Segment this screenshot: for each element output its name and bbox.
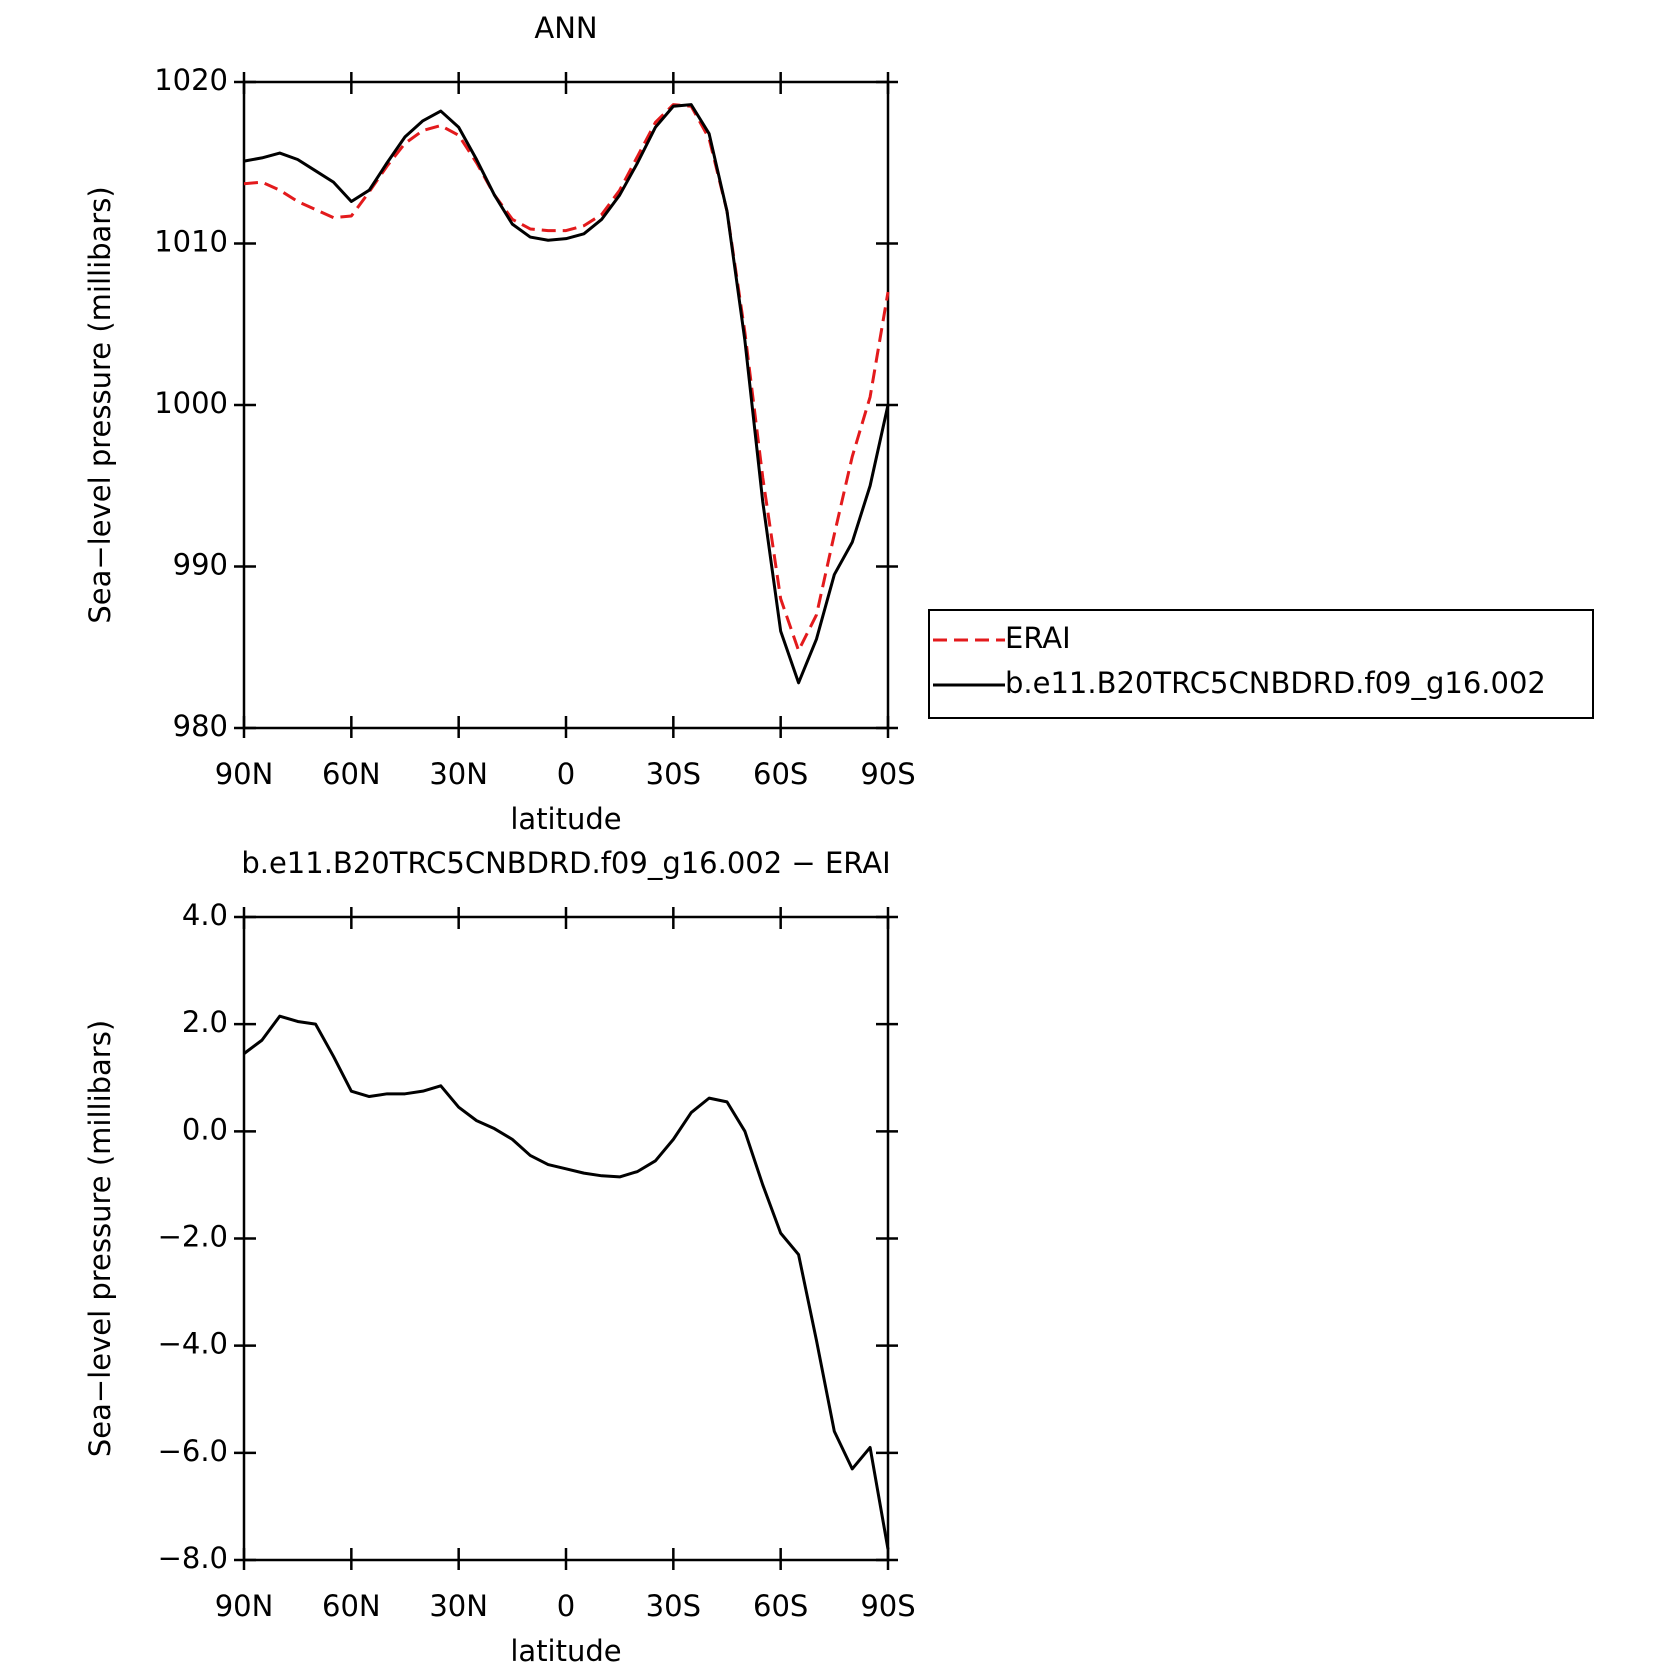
x-tick-label: 0: [557, 1589, 575, 1623]
y-tick-label: 980: [173, 709, 228, 743]
series-line: [243, 103, 890, 685]
y-tick-label: −2.0: [158, 1220, 228, 1254]
x-tick-label: 60N: [322, 757, 381, 791]
y-tick-label: 990: [173, 548, 228, 582]
x-tick-label: 30N: [429, 757, 488, 791]
x-tick-label: 90S: [860, 757, 915, 791]
y-axis-label: Sea−level pressure (millibars): [83, 1020, 117, 1457]
x-tick-label: 90S: [860, 1589, 915, 1623]
y-tick-label: 0.0: [182, 1112, 228, 1146]
y-tick-label: 1020: [154, 63, 228, 97]
x-axis-label: latitude: [510, 1634, 621, 1668]
x-tick-label: 0: [557, 757, 575, 791]
x-axis-label: latitude: [510, 802, 621, 836]
chart-title: b.e11.B20TRC5CNBDRD.f09_g16.002 − ERAI: [241, 846, 890, 880]
x-tick-label: 60N: [322, 1589, 381, 1623]
legend-label: b.e11.B20TRC5CNBDRD.f09_g16.002: [1005, 666, 1546, 700]
y-tick-label: −8.0: [158, 1541, 228, 1575]
y-tick-label: 1000: [154, 386, 228, 420]
plot-frame: [242, 915, 890, 1562]
x-tick-label: 30N: [429, 1589, 488, 1623]
y-tick-label: −4.0: [158, 1327, 228, 1361]
series-line: [243, 1014, 890, 1550]
x-tick-label: 60S: [753, 1589, 808, 1623]
legend-box: [928, 609, 1594, 719]
y-axis-label: Sea−level pressure (millibars): [83, 186, 117, 623]
series-line: [243, 103, 890, 652]
x-tick-label: 60S: [753, 757, 808, 791]
chart-title: ANN: [534, 11, 597, 45]
y-tick-label: 1010: [154, 225, 228, 259]
x-tick-label: 30S: [646, 757, 701, 791]
plot-frame: [242, 80, 890, 730]
x-tick-label: 90N: [215, 757, 274, 791]
x-tick-label: 30S: [646, 1589, 701, 1623]
y-tick-label: −6.0: [158, 1434, 228, 1468]
y-tick-label: 2.0: [182, 1005, 228, 1039]
y-tick-label: 4.0: [182, 898, 228, 932]
x-tick-label: 90N: [215, 1589, 274, 1623]
legend-label: ERAI: [1005, 621, 1071, 655]
